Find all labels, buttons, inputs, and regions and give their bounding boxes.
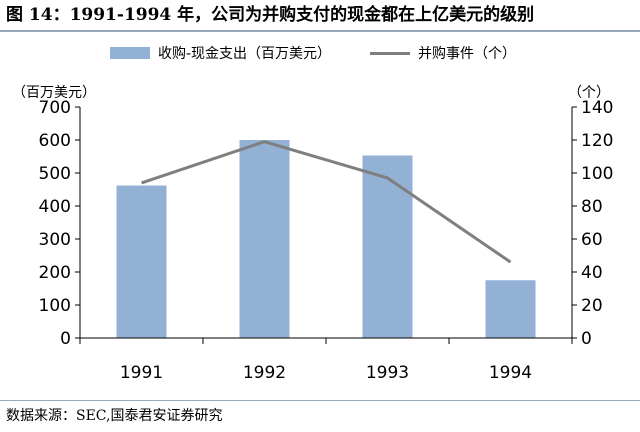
y-right-tick-label: 100 xyxy=(581,164,613,184)
bar-1992 xyxy=(239,140,290,338)
y-right-tick-label: 120 xyxy=(581,131,613,151)
chart-title: 图 14：1991-1994 年，公司为并购支付的现金都在上亿美元的级别 xyxy=(6,5,535,25)
y-right-tick-label: 20 xyxy=(581,296,603,316)
legend-line-swatch xyxy=(370,52,410,55)
y-right-tick-label: 140 xyxy=(581,98,613,118)
legend-bar-label: 收购-现金支出（百万美元） xyxy=(158,46,332,62)
y-right-tick-label: 40 xyxy=(581,263,603,283)
y-left-tick-label: 200 xyxy=(39,263,71,283)
x-tick-label: 1994 xyxy=(489,363,532,383)
y-left-tick-label: 700 xyxy=(39,98,71,118)
y-right-tick-label: 0 xyxy=(581,329,592,349)
x-tick-label: 1993 xyxy=(366,363,409,383)
footer-divider xyxy=(0,400,640,401)
y-left-tick-label: 0 xyxy=(60,329,71,349)
bar-1993 xyxy=(362,155,413,338)
source-note: 数据来源：SEC,国泰君安证券研究 xyxy=(6,408,223,424)
x-tick-label: 1991 xyxy=(120,363,163,383)
y-left-tick-label: 500 xyxy=(39,164,71,184)
legend-bar-swatch xyxy=(110,47,150,59)
bar-1991 xyxy=(116,185,167,338)
y-left-tick-label: 300 xyxy=(39,230,71,250)
y-right-tick-label: 80 xyxy=(581,197,603,217)
y-right-tick-label: 60 xyxy=(581,230,603,250)
legend-line-label: 并购事件（个） xyxy=(418,46,516,62)
x-tick-label: 1992 xyxy=(243,363,286,383)
y-left-tick-label: 100 xyxy=(39,296,71,316)
line-series-mergers xyxy=(141,140,512,264)
legend: 收购-现金支出（百万美元） 并购事件（个） xyxy=(110,42,610,66)
y-left-tick-label: 400 xyxy=(39,197,71,217)
y-left-tick-label: 600 xyxy=(39,131,71,151)
right-axis-unit: （个） xyxy=(568,85,610,101)
bar-1994 xyxy=(485,280,536,338)
left-axis-unit: （百万美元） xyxy=(12,85,96,101)
title-divider xyxy=(0,30,640,32)
